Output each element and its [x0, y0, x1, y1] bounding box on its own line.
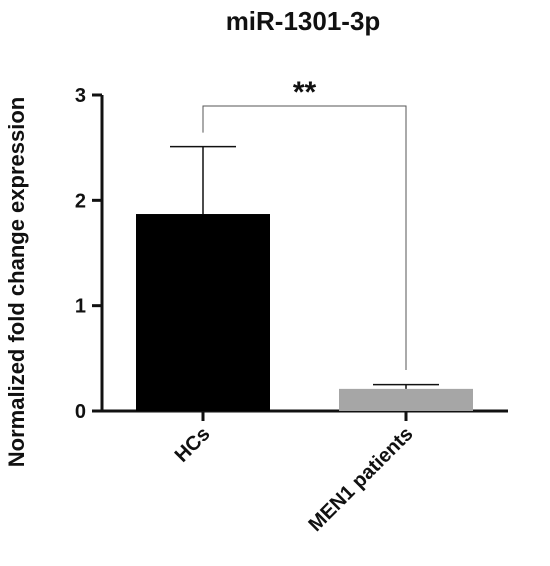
y-tick-label: 1 [75, 296, 86, 318]
bar-hcs [136, 214, 270, 411]
significance-bracket [202, 105, 407, 370]
category-label: MEN1 patients [305, 423, 418, 536]
category-label: HCs [171, 423, 215, 467]
y-axis-label: Normalized fold change expression [4, 97, 29, 467]
bar-men1-patients [339, 388, 473, 411]
y-tick-label: 3 [75, 85, 86, 107]
y-tick-label: 2 [75, 190, 86, 212]
y-tick-label: 0 [75, 401, 86, 423]
significance-label: ** [293, 76, 317, 109]
plot-area: 0 1 2 3 HCs MEN1 patients ** [75, 76, 508, 536]
chart-title: miR-1301-3p [226, 6, 381, 36]
